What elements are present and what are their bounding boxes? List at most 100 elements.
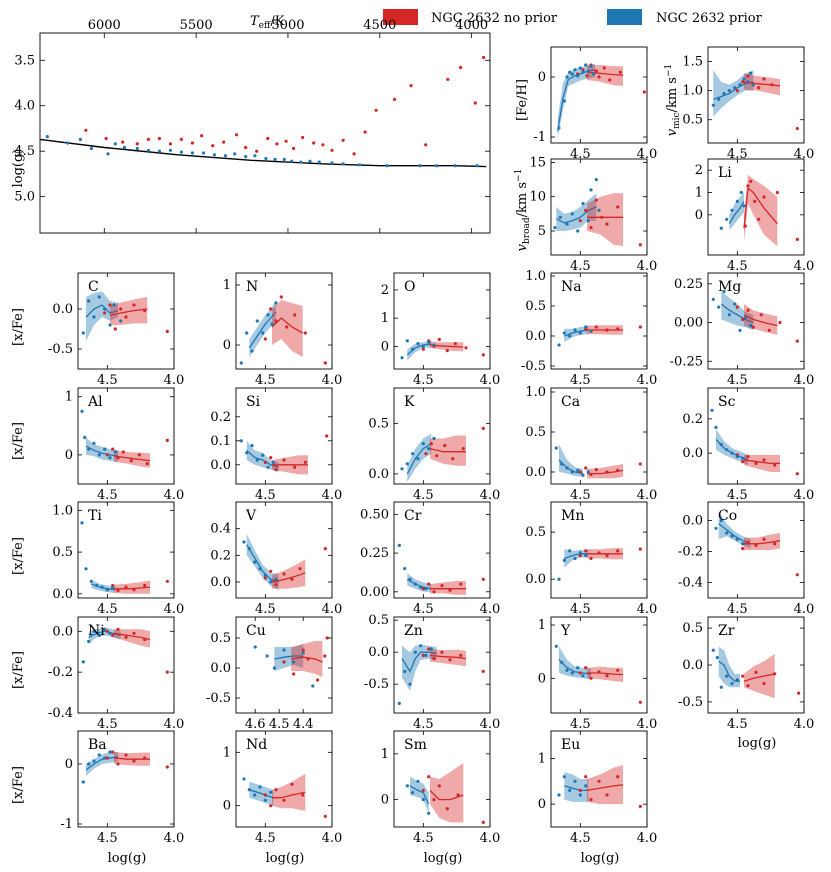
y-tick-label: 0 (538, 671, 546, 686)
no-prior-point (605, 793, 609, 797)
prior-point (108, 750, 112, 754)
no-prior-point (597, 670, 601, 674)
no-prior-point (105, 453, 109, 457)
prior-point (562, 558, 566, 563)
no-prior-point (773, 672, 777, 676)
no-prior-point (618, 70, 622, 74)
prior-point (578, 793, 582, 797)
isochrone-line (39, 138, 487, 168)
plot-area (714, 511, 799, 577)
prior-point (586, 470, 590, 474)
prior-point (261, 453, 265, 457)
y-tick-label: 0.0 (52, 302, 73, 317)
panel-title: Sm (404, 737, 427, 753)
no-prior-median-line (429, 654, 467, 660)
axes-frame (235, 387, 333, 485)
y-tick-label: 1.0 (682, 84, 703, 99)
no-prior-point (597, 75, 601, 79)
axes-frame (550, 272, 648, 370)
no-prior-point (773, 463, 777, 467)
x-tick-label: 4.0 (794, 259, 815, 274)
prior-point (719, 443, 723, 447)
no-prior-median-line (429, 447, 466, 453)
no-prior-point (165, 329, 169, 333)
prior-point (311, 684, 315, 688)
no-prior-point (589, 226, 593, 230)
no-prior-point (392, 97, 397, 101)
no-prior-point (453, 342, 457, 346)
prior-median-line (720, 303, 754, 324)
prior-median-line (85, 445, 119, 457)
legend: NGC 2632 no prior NGC 2632 prior (383, 9, 763, 26)
prior-point (122, 145, 127, 150)
y-tick-label: 0.5 (368, 613, 389, 628)
no-prior-point (323, 361, 327, 365)
prior-median-line (564, 329, 589, 337)
prior-point (418, 164, 422, 168)
axes-frame (235, 272, 333, 370)
prior-point (576, 468, 580, 472)
prior-point (719, 519, 723, 523)
x-tick-label: 4.5 (727, 147, 748, 162)
no-prior-point (293, 465, 297, 469)
y-tick-label: 0 (695, 208, 703, 223)
prior-point (135, 146, 139, 151)
panel-Eu: 4.5 4.0 0 1 Eu (538, 730, 657, 846)
prior-point (263, 798, 267, 802)
panel-title: Na (561, 279, 582, 295)
prior-point (416, 457, 420, 461)
no-prior-point (578, 788, 582, 793)
axes-frame (707, 387, 805, 485)
no-prior-point (461, 447, 465, 451)
legend-label-no-prior: NGC 2632 no prior (431, 11, 558, 26)
prior-point (557, 126, 561, 130)
x-tick-label: 4.0 (794, 147, 815, 162)
prior-point (97, 753, 101, 757)
x-tick-label: 6000 (88, 18, 121, 33)
panel-title: Y (560, 623, 571, 639)
no-prior-point (137, 453, 141, 457)
no-prior-point (211, 144, 215, 148)
panel-title: Ti (88, 508, 102, 524)
x-tick-label: 4.0 (322, 602, 343, 617)
no-prior-point (301, 648, 305, 652)
prior-band (564, 772, 589, 802)
axes-frame (77, 501, 175, 599)
panel-title: Al (87, 394, 103, 410)
prior-point (416, 342, 420, 346)
prior-point (97, 295, 101, 299)
prior-point (358, 163, 362, 167)
panel-Nd: 4.5 4.0 0 1 Nd (223, 730, 342, 846)
prior-point (89, 146, 93, 151)
x-tick-label: 4.5 (97, 831, 118, 846)
x-tick-label: 5500 (180, 18, 213, 33)
x-tick-label: 4.5 (727, 373, 748, 388)
prior-point (405, 462, 409, 466)
no-prior-median-line (587, 672, 624, 676)
plot-area (554, 644, 642, 704)
no-prior-median-line (743, 81, 781, 87)
no-prior-point (165, 670, 169, 674)
plot-area (557, 765, 642, 809)
no-prior-point (437, 784, 441, 788)
axes-frame (393, 730, 491, 828)
no-prior-point (746, 74, 750, 78)
no-prior-band (744, 653, 775, 699)
no-prior-point (746, 540, 750, 544)
no-prior-point (274, 788, 278, 792)
prior-point (146, 148, 150, 152)
no-prior-point (616, 549, 620, 553)
prior-point (742, 204, 746, 208)
no-prior-band (114, 629, 150, 648)
no-prior-point (605, 222, 609, 226)
prior-point (89, 579, 93, 583)
prior-band (559, 444, 583, 477)
y-tick-label: 0.00 (674, 316, 703, 331)
no-prior-median-line (586, 784, 624, 792)
x-tick-label: 4.5 (255, 488, 276, 503)
prior-point (266, 465, 270, 469)
prior-point (201, 151, 206, 155)
y-tick-label: 1 (381, 311, 389, 326)
no-prior-point (116, 588, 120, 593)
no-prior-point (795, 472, 799, 476)
